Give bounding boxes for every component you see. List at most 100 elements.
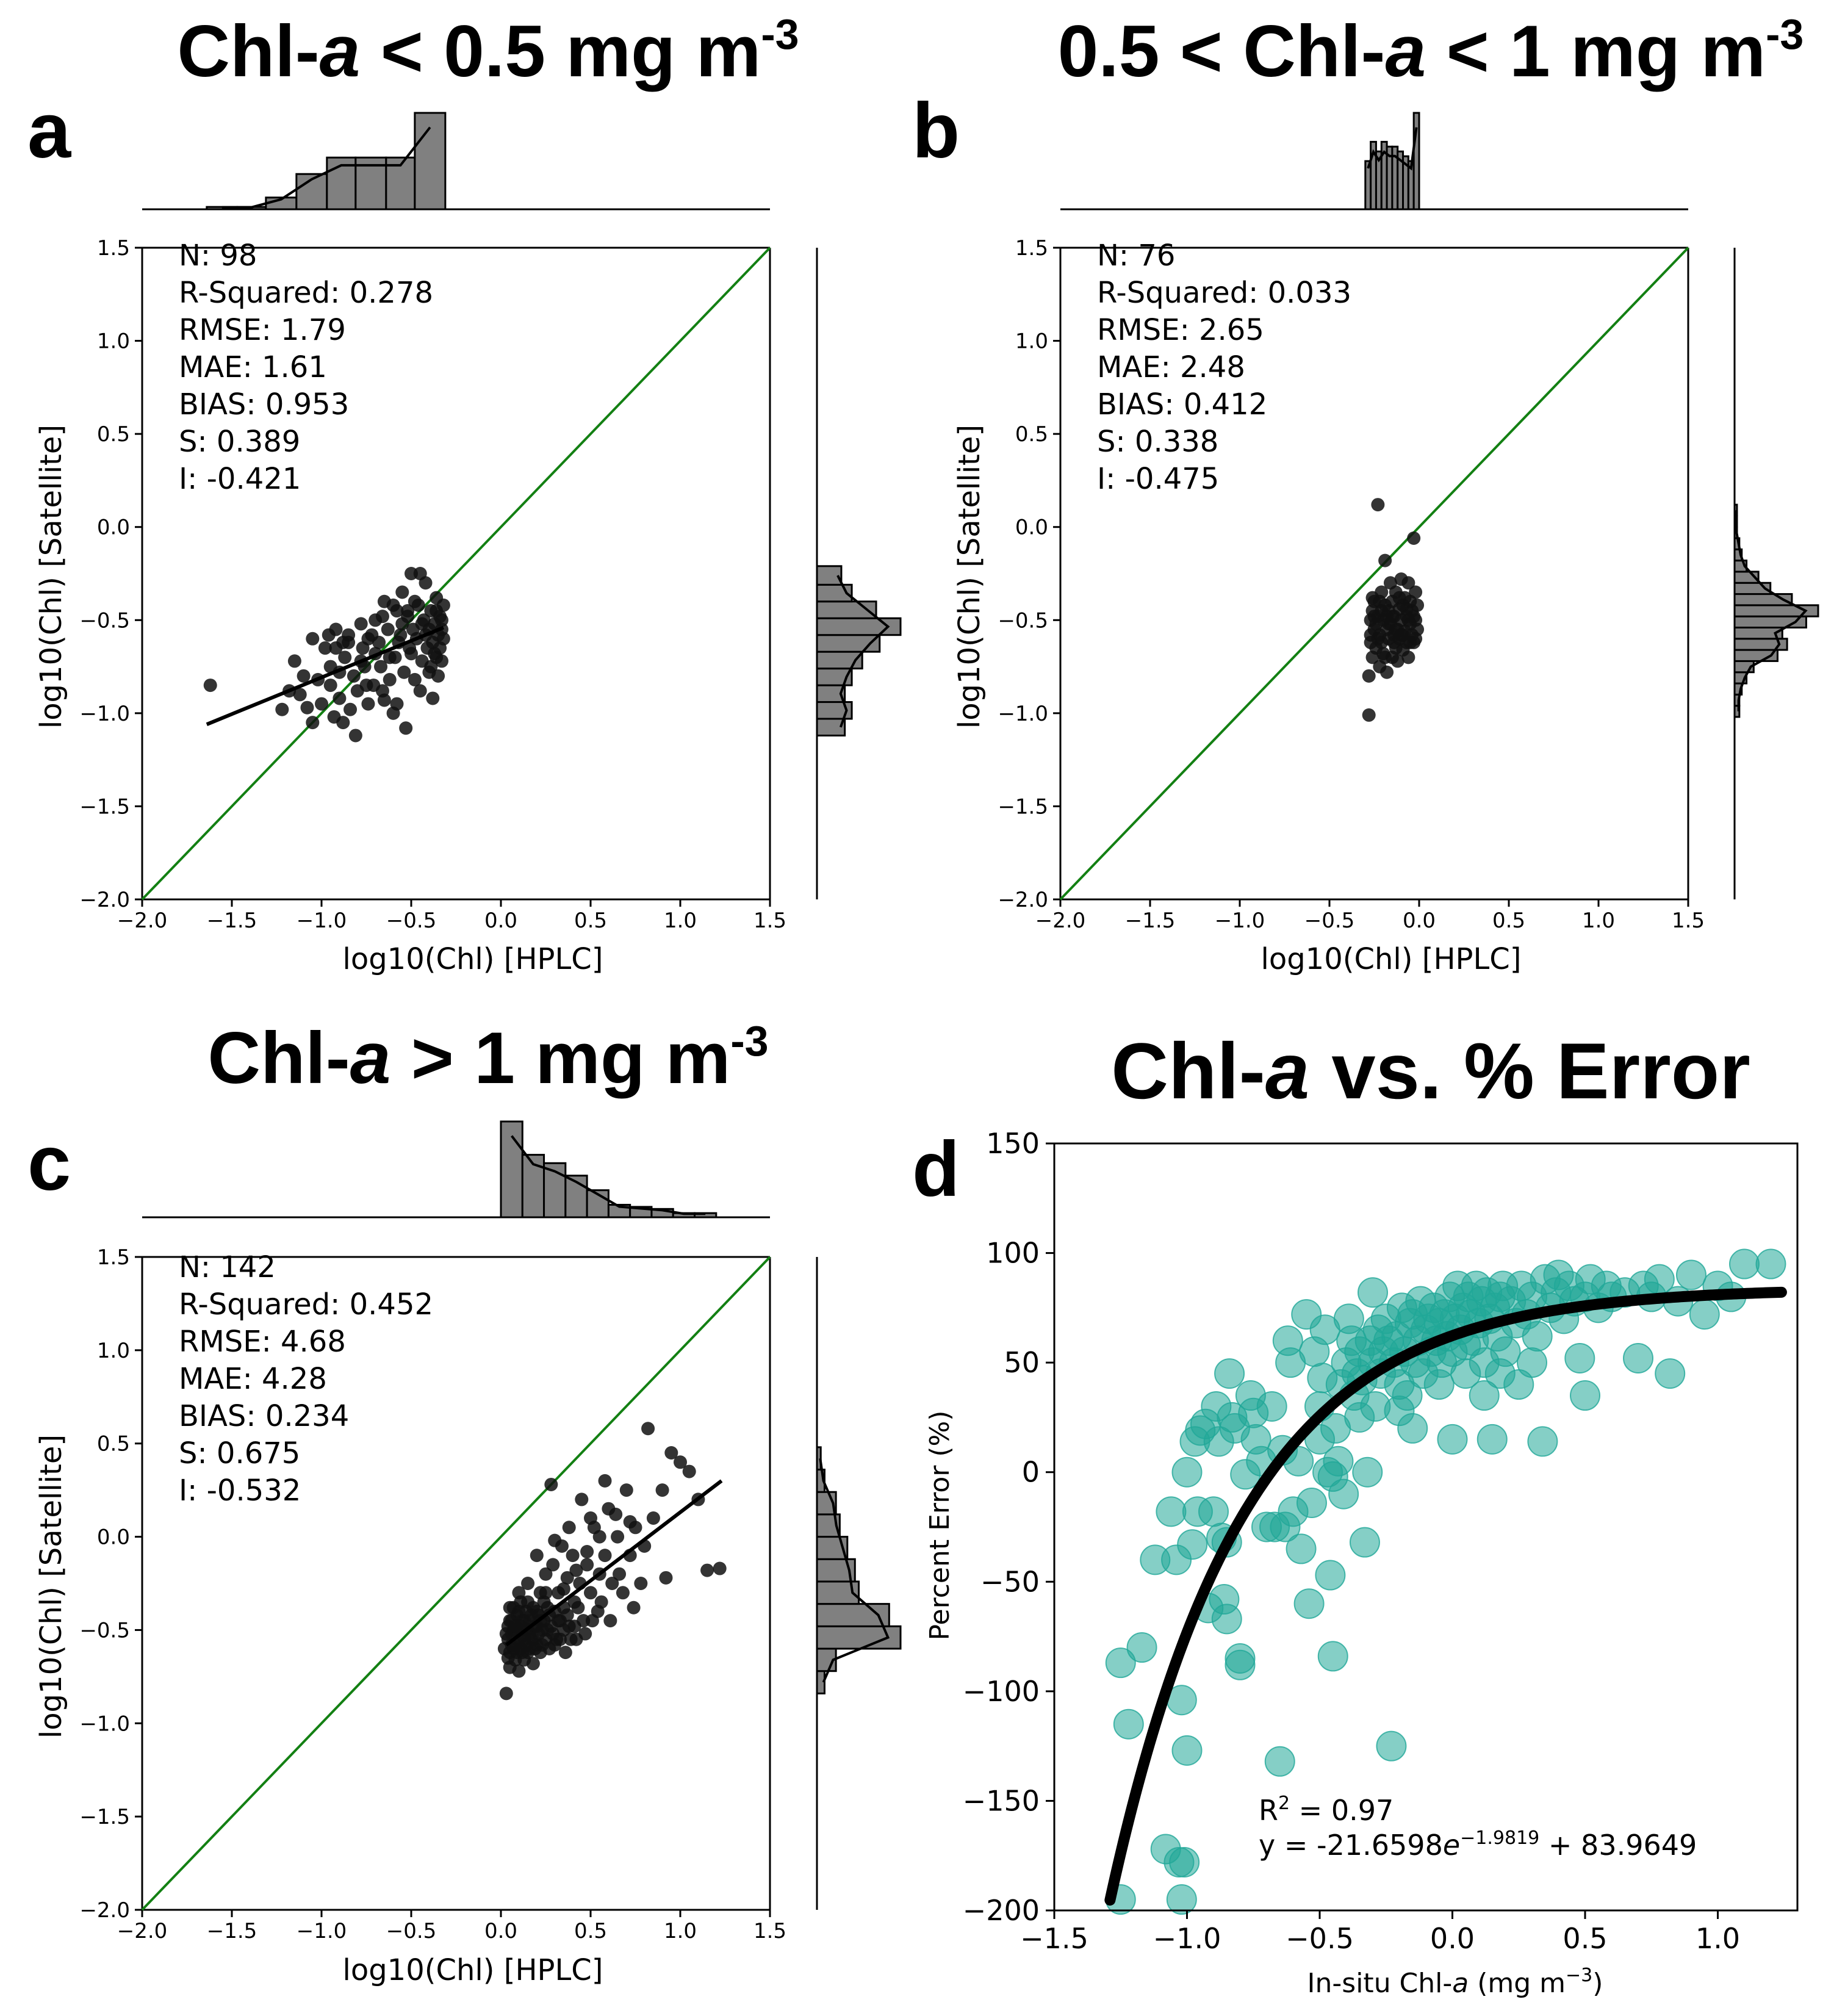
error-point bbox=[1450, 1358, 1481, 1389]
x-tick-label: 0.0 bbox=[1403, 909, 1436, 933]
data-point bbox=[413, 684, 427, 698]
data-point bbox=[405, 647, 418, 661]
data-point bbox=[613, 1567, 627, 1581]
y-tick-label: −1.5 bbox=[79, 794, 130, 819]
y-tick-label: −1.5 bbox=[79, 1805, 130, 1829]
panel-d-xlabel: In-situ Chl-a (mg m−3) bbox=[1307, 1965, 1603, 1999]
stat-r-squared: R-Squared: 0.033 bbox=[1097, 276, 1351, 310]
error-point bbox=[1352, 1456, 1383, 1488]
data-point bbox=[598, 1549, 612, 1563]
data-point bbox=[584, 1511, 597, 1525]
data-point bbox=[399, 721, 413, 735]
data-point bbox=[369, 613, 383, 627]
x-tick-label: 0.5 bbox=[1563, 1922, 1607, 1955]
data-point bbox=[556, 1623, 570, 1637]
data-point bbox=[408, 672, 422, 686]
panel-a-axes: −2.0−2.0 −1.5 −1.5 −1.0 −1.0 −0.5 −0.5 0.0 0.0 0.… bbox=[79, 236, 786, 933]
stat-r-squared: R-Squared: 0.278 bbox=[179, 276, 433, 310]
data-point bbox=[375, 684, 389, 698]
y-hist-bar bbox=[816, 1670, 825, 1694]
panel-b-xlabel: log10(Chl) [HPLC] bbox=[1261, 942, 1522, 976]
stat-n: N: 98 bbox=[179, 239, 257, 273]
data-point bbox=[361, 697, 375, 711]
data-point bbox=[659, 1571, 673, 1585]
error-point bbox=[1296, 1487, 1327, 1518]
x-tick-label: 0.5 bbox=[574, 909, 607, 933]
error-point bbox=[1376, 1730, 1407, 1762]
x-tick-label: −1.5 bbox=[1125, 909, 1176, 933]
data-point bbox=[530, 1549, 544, 1563]
data-point bbox=[323, 660, 337, 674]
one-to-one-line bbox=[141, 1256, 771, 1911]
error-point bbox=[1349, 1527, 1380, 1558]
panel-b-marks bbox=[1059, 247, 1689, 901]
y-tick-label: 0.5 bbox=[97, 422, 130, 447]
regression-line bbox=[505, 1479, 723, 1647]
panel-d-axes: −1.5 −1.0 −0.5 0.0 0.5 1.0 −200 −150 −100 −50 0 50 1… bbox=[963, 1127, 1799, 1955]
x-tick-label: −1.0 bbox=[297, 1919, 347, 1943]
data-point bbox=[539, 1567, 553, 1581]
data-point bbox=[1401, 650, 1415, 664]
error-point bbox=[1211, 1604, 1242, 1635]
panel-d-equation: y = -21.6598e−1.9819 + 83.9649 bbox=[1259, 1827, 1697, 1862]
x-tick-label: −0.5 bbox=[386, 909, 437, 933]
data-point bbox=[1362, 669, 1376, 683]
x-kde-curve bbox=[1367, 127, 1418, 171]
error-point bbox=[1570, 1380, 1600, 1411]
x-tick-label: 1.0 bbox=[664, 909, 697, 933]
data-point bbox=[431, 669, 445, 683]
data-point bbox=[338, 650, 352, 664]
data-point bbox=[383, 672, 397, 686]
data-point bbox=[374, 660, 388, 674]
data-point bbox=[287, 654, 301, 668]
y-tick-label: −0.5 bbox=[998, 608, 1048, 633]
data-point bbox=[377, 594, 391, 608]
data-point bbox=[306, 632, 320, 646]
y-kde-curve bbox=[819, 1458, 890, 1683]
error-point bbox=[1286, 1533, 1317, 1564]
data-point bbox=[329, 641, 343, 655]
data-point bbox=[343, 702, 358, 716]
panel-label-b: b bbox=[912, 87, 960, 175]
stat-bias: BIAS: 0.953 bbox=[179, 387, 349, 422]
panel-c-marks bbox=[141, 1256, 771, 1911]
data-point bbox=[605, 1577, 619, 1590]
x-tick-label: −2.0 bbox=[1035, 909, 1086, 933]
data-point bbox=[408, 594, 422, 608]
error-point bbox=[1527, 1426, 1558, 1457]
data-point bbox=[616, 1586, 630, 1600]
data-point bbox=[397, 665, 411, 679]
y-tick-label: −200 bbox=[963, 1894, 1040, 1927]
data-point bbox=[1407, 531, 1421, 545]
stat-i: I: -0.532 bbox=[179, 1474, 301, 1508]
x-tick-label: −0.5 bbox=[1286, 1922, 1354, 1955]
error-point bbox=[1729, 1248, 1760, 1280]
panel-a-y-histogram bbox=[816, 248, 902, 899]
data-point bbox=[585, 1614, 599, 1628]
data-point bbox=[623, 1515, 637, 1529]
y-tick-label: −0.5 bbox=[79, 1618, 130, 1643]
panel-b: −2.0−2.0 −1.5 −1.5 −1.0 −1.0 −0.5 −0.5 0.0 0.0 0.… bbox=[952, 112, 1819, 976]
stat-s: S: 0.675 bbox=[179, 1436, 300, 1471]
error-point bbox=[1676, 1259, 1707, 1291]
panel-a-marks bbox=[141, 247, 771, 901]
x-hist-bar bbox=[1412, 112, 1420, 211]
x-tick-label: 0.0 bbox=[1430, 1922, 1475, 1955]
data-point bbox=[297, 669, 311, 683]
y-hist-bar bbox=[816, 565, 843, 586]
panel-c: −2.0−2.0 −1.5 −1.5 −1.0 −1.0 −0.5 −0.5 0.0 0.0 0.… bbox=[34, 1120, 902, 1987]
data-point bbox=[333, 691, 347, 705]
panel-a-title: Chl-a < 0.5 mg m-3 bbox=[177, 10, 799, 92]
error-point bbox=[1623, 1342, 1653, 1373]
data-point bbox=[619, 1483, 633, 1497]
y-tick-label: −2.0 bbox=[79, 1898, 130, 1923]
data-point bbox=[1373, 594, 1387, 608]
y-tick-label: 1.0 bbox=[97, 329, 130, 354]
y-tick-label: 0.5 bbox=[97, 1432, 130, 1456]
y-tick-label: 0.0 bbox=[97, 1525, 130, 1550]
panel-c-stats: N: 142 R-Squared: 0.452 RMSE: 4.68 MAE: … bbox=[179, 1250, 433, 1508]
panel-label-a: a bbox=[27, 87, 71, 175]
x-tick-label: −1.0 bbox=[1215, 909, 1265, 933]
data-point bbox=[1380, 665, 1394, 679]
error-point bbox=[1655, 1358, 1686, 1389]
